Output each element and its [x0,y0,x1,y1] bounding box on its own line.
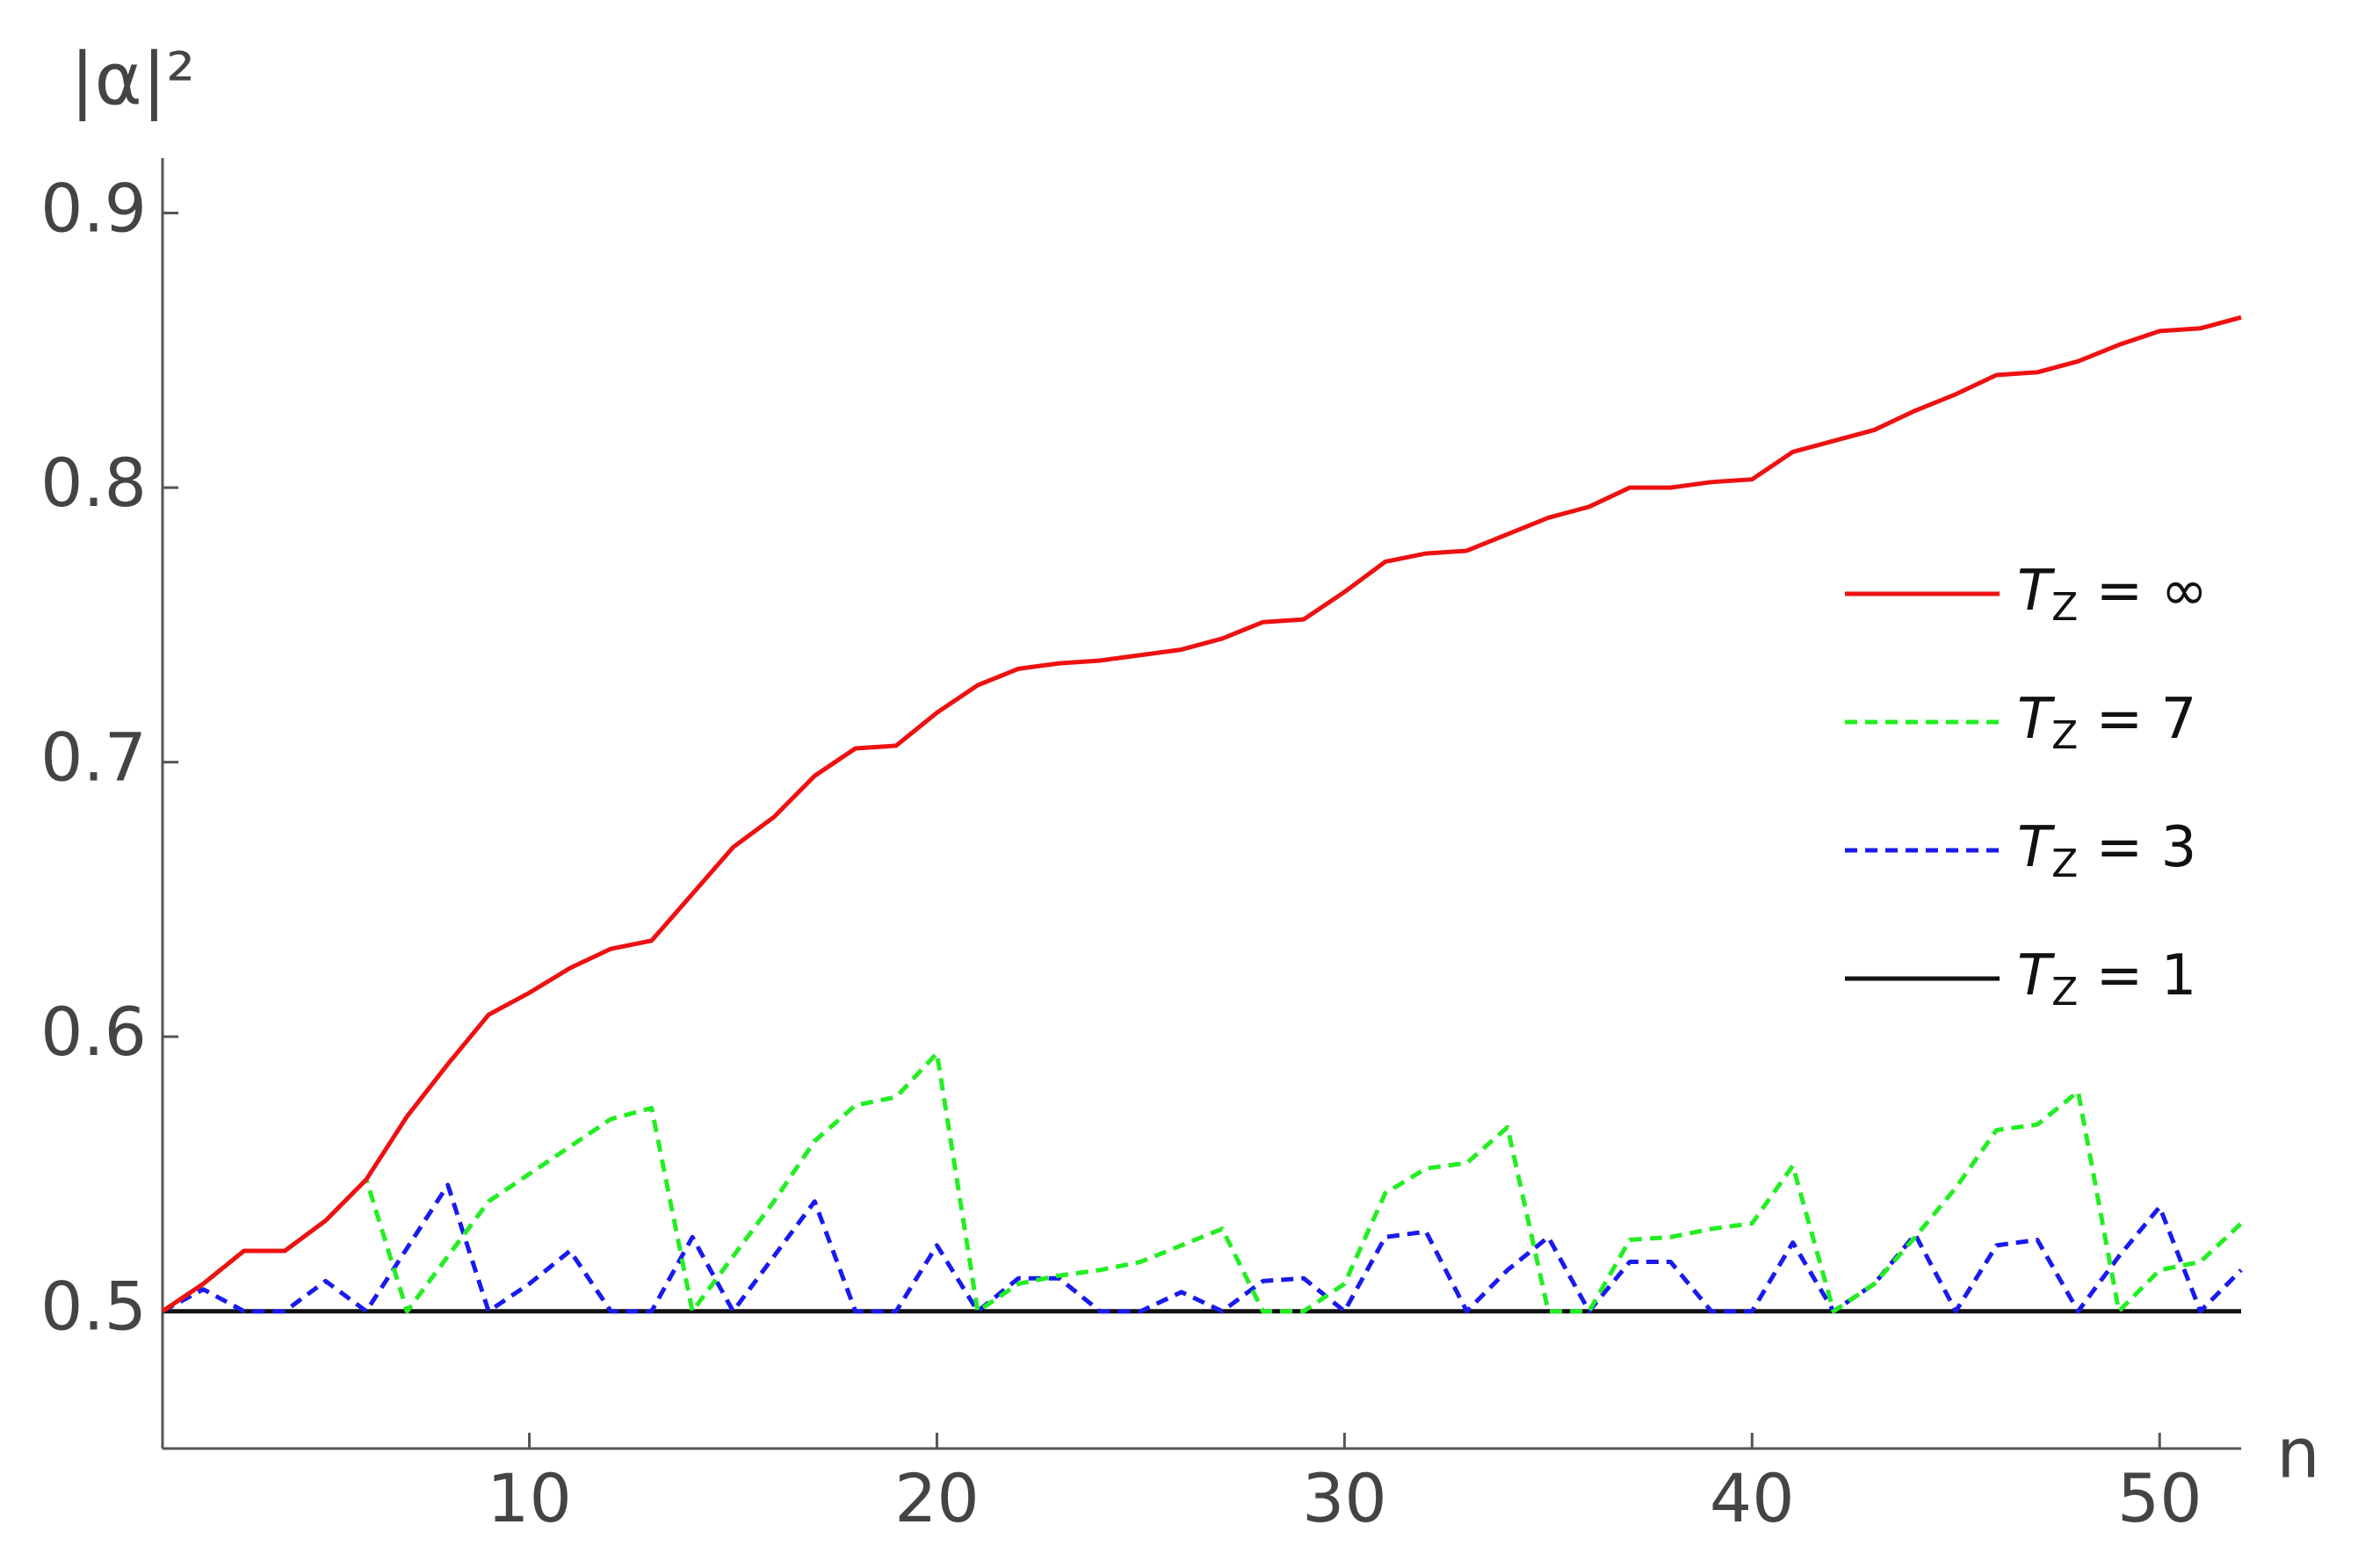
x-tick-label: 40 [1710,1459,1795,1537]
legend-label-part: = 7 [2078,687,2196,752]
legend-label: TZ = ∞ [2017,559,2208,630]
legend-label-part: T [2017,559,2056,624]
x-tick-label: 20 [894,1459,980,1537]
x-axis-label: n [2276,1414,2319,1493]
legend-label-part: = 3 [2078,815,2196,880]
series-line [161,1051,2243,1314]
legend-label-part: Z [2051,713,2078,758]
legend-label-part: = 1 [2078,943,2196,1008]
x-tick-label: 10 [487,1459,572,1537]
y-tick-label: 0.6 [40,993,147,1071]
legend-label: TZ = 1 [2017,943,2196,1015]
y-tick-label: 0.8 [40,444,147,522]
y-tick-label: 0.5 [40,1268,147,1346]
legend-label-part: T [2017,943,2056,1008]
legend-label: TZ = 7 [2017,687,2196,758]
legend-label-part: Z [2051,585,2078,630]
series-line [161,314,2242,1313]
y-tick-label: 0.9 [40,169,147,247]
legend-label-part: Z [2051,970,2078,1015]
x-tick-label: 30 [1302,1459,1387,1537]
y-axis-label: |α|² [70,38,195,121]
legend-label-part: T [2017,687,2056,752]
y-tick-label: 0.7 [40,719,147,797]
x-tick-label: 50 [2117,1459,2202,1537]
legend-label-part: T [2017,815,2056,880]
legend-label-part: Z [2051,842,2078,886]
legend-label: TZ = 3 [2017,815,2196,886]
series-line [161,1182,2243,1314]
legend-label-part: = ∞ [2078,559,2208,624]
